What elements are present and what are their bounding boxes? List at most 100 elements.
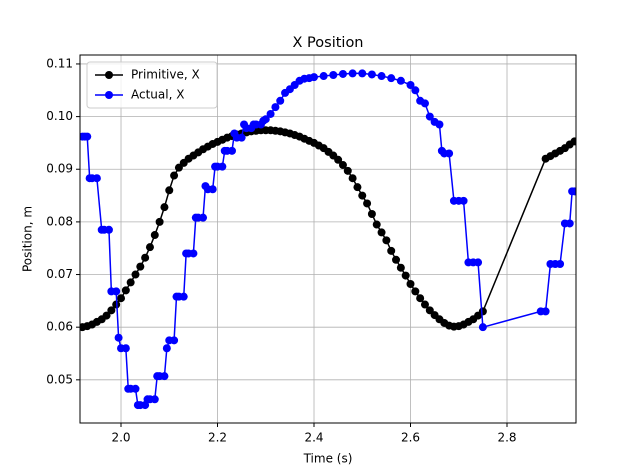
marker	[104, 225, 113, 234]
marker	[565, 219, 574, 228]
marker	[459, 196, 468, 205]
y-tick-label: 0.05	[46, 372, 73, 386]
legend-label: Primitive, X	[131, 68, 200, 82]
marker	[102, 311, 111, 320]
marker	[474, 258, 483, 267]
marker	[141, 253, 150, 262]
y-tick-label: 0.10	[46, 109, 73, 123]
marker	[343, 166, 352, 175]
marker	[155, 217, 164, 226]
line	[82, 72, 575, 406]
marker	[145, 243, 154, 252]
marker	[271, 103, 280, 112]
marker	[372, 220, 381, 229]
marker	[150, 395, 159, 404]
marker	[411, 86, 420, 95]
marker	[348, 69, 357, 78]
marker	[150, 231, 159, 240]
y-axis-label: Position, m	[21, 206, 35, 272]
marker	[121, 344, 130, 353]
marker	[377, 72, 386, 81]
marker	[107, 306, 116, 315]
marker	[338, 69, 347, 78]
marker	[358, 69, 367, 78]
legend: Primitive, X Actual, X	[86, 61, 218, 109]
marker	[179, 292, 188, 301]
marker	[445, 149, 454, 158]
y-tick-label: 0.06	[46, 320, 73, 334]
plot-frame	[79, 54, 577, 424]
marker	[420, 99, 429, 108]
marker	[170, 336, 179, 345]
marker	[208, 185, 217, 194]
marker	[117, 294, 126, 303]
marker	[165, 186, 174, 195]
chart-title: X Position	[293, 35, 364, 51]
marker	[478, 323, 487, 332]
marker	[396, 263, 405, 272]
marker	[160, 203, 169, 212]
x-axis-label: Time (s)	[303, 452, 353, 466]
marker	[420, 300, 429, 309]
marker	[266, 109, 275, 118]
x-tick-label: 2.0	[111, 431, 130, 445]
marker	[348, 174, 357, 183]
marker	[160, 372, 169, 381]
marker	[570, 137, 576, 146]
marker	[387, 246, 396, 255]
marker	[382, 236, 391, 245]
marker	[377, 228, 386, 237]
marker	[406, 280, 415, 289]
marker	[478, 307, 487, 316]
marker	[334, 155, 343, 164]
legend-label: Actual, X	[131, 88, 184, 102]
marker	[319, 72, 328, 81]
marker	[189, 249, 198, 258]
marker	[392, 255, 401, 264]
marker	[112, 287, 121, 296]
legend-marker	[105, 71, 113, 79]
marker	[83, 132, 92, 141]
marker	[329, 71, 338, 80]
marker	[425, 112, 434, 121]
marker	[541, 307, 550, 316]
y-tick-label: 0.07	[46, 267, 73, 281]
x-tick-label: 2.2	[208, 431, 227, 445]
marker	[199, 213, 208, 222]
marker	[353, 183, 362, 192]
y-tick-label: 0.08	[46, 214, 73, 228]
marker	[126, 278, 135, 287]
marker	[114, 333, 123, 342]
marker	[556, 260, 565, 269]
marker	[310, 73, 319, 82]
y-tick-label: 0.11	[46, 56, 73, 70]
marker	[435, 120, 444, 129]
marker	[416, 294, 425, 303]
marker	[338, 161, 347, 170]
marker	[387, 74, 396, 83]
marker	[131, 270, 140, 279]
marker	[396, 76, 405, 85]
legend-marker	[105, 91, 113, 99]
marker	[227, 146, 236, 155]
marker	[363, 199, 372, 208]
marker	[358, 191, 367, 200]
y-tick-label: 0.09	[46, 162, 73, 176]
marker	[261, 115, 270, 124]
plot-area	[80, 69, 576, 410]
marker	[276, 96, 285, 105]
marker	[401, 271, 410, 280]
legend-box	[86, 61, 218, 109]
marker	[131, 384, 140, 393]
marker	[162, 344, 171, 353]
marker	[237, 133, 246, 142]
x-tick-label: 2.4	[304, 431, 323, 445]
x-tick-label: 2.8	[497, 431, 516, 445]
line	[82, 129, 575, 328]
marker	[570, 187, 576, 196]
marker	[367, 70, 376, 79]
x-tick-label: 2.6	[401, 431, 420, 445]
marker	[406, 81, 415, 90]
marker	[92, 174, 101, 183]
